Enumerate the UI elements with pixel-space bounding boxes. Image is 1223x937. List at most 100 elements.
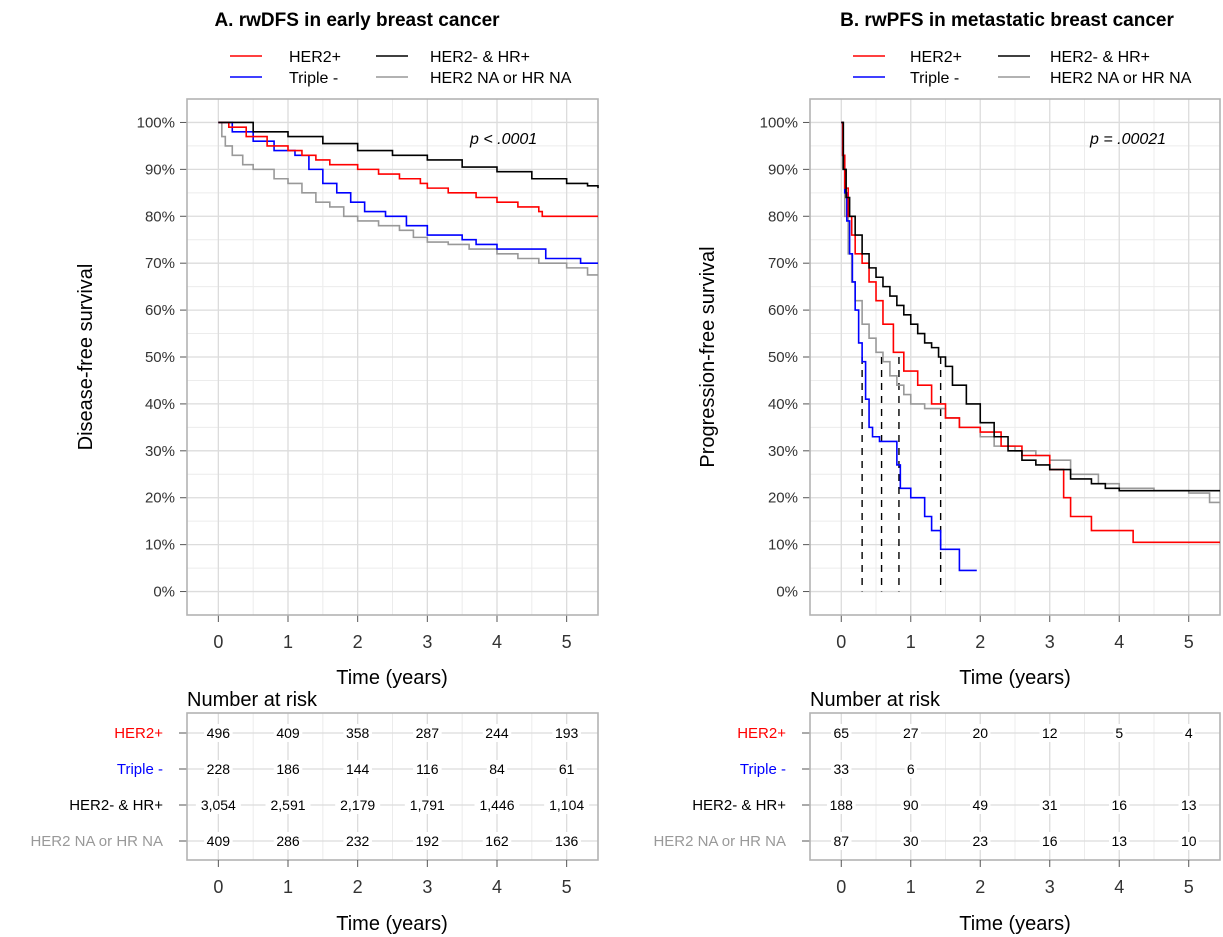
y-tick-label: 90%	[768, 161, 798, 178]
legend-label-triple: Triple -	[289, 70, 338, 87]
y-tick-label: 0%	[776, 584, 798, 601]
km-curve-3	[218, 121, 598, 276]
panel-a-legend: HER2+ Triple - HER2- & HR+ HER2 NA or HR…	[230, 49, 572, 87]
risk-value-bg	[552, 832, 581, 850]
risk-value-bg	[556, 760, 577, 778]
risk-value: 409	[276, 725, 300, 741]
risk-value-bg	[544, 796, 590, 814]
risk-row-label: HER2- & HR+	[692, 797, 786, 814]
km-curve-0	[841, 121, 1220, 544]
risk-value-bg	[970, 724, 991, 742]
risk-value: 87	[833, 833, 849, 849]
y-tick-label: 80%	[145, 208, 175, 225]
panel-a-risk-title: Number at risk	[187, 689, 318, 711]
risk-value: 49	[972, 797, 988, 813]
risk-value: 2,179	[340, 797, 375, 813]
risk-value-bg	[1113, 724, 1126, 742]
risk-row-label: HER2 NA or HR NA	[653, 833, 786, 850]
risk-value: 33	[833, 761, 849, 777]
km-curve-3	[841, 121, 1220, 504]
risk-value-bg	[831, 832, 852, 850]
risk-value-bg	[273, 724, 303, 742]
risk-value: 188	[830, 797, 854, 813]
risk-value-bg	[413, 832, 442, 850]
y-tick-label: 60%	[145, 302, 175, 319]
x-tick-label: 5	[562, 632, 572, 652]
y-tick-label: 30%	[768, 443, 798, 460]
risk-value-bg	[343, 760, 372, 778]
km-curve-1	[218, 121, 598, 264]
panel-b-legend: HER2+ Triple - HER2- & HR+ HER2 NA or HR…	[853, 49, 1192, 87]
legend-label-triple: Triple -	[910, 70, 959, 87]
risk-row-label: Triple -	[740, 761, 786, 778]
risk-value: 1,104	[549, 797, 584, 813]
panel-b-title: B. rwPFS in metastatic breast cancer	[840, 10, 1174, 31]
y-tick-label: 30%	[145, 443, 175, 460]
risk-row-label: HER2 NA or HR NA	[30, 833, 163, 850]
y-tick-label: 40%	[768, 396, 798, 413]
risk-value: 90	[903, 797, 919, 813]
risk-value-bg	[900, 832, 921, 850]
y-tick-label: 60%	[768, 302, 798, 319]
risk-value-bg	[335, 796, 381, 814]
risk-x-tick-label: 3	[1045, 877, 1055, 897]
risk-value: 136	[555, 833, 579, 849]
risk-value-bg	[343, 832, 372, 850]
panel-a: A. rwDFS in early breast cancer HER2+ Tr…	[30, 10, 599, 935]
risk-value: 244	[485, 725, 509, 741]
risk-row-label: HER2+	[737, 725, 786, 742]
risk-value-bg	[831, 760, 852, 778]
risk-value-bg	[826, 796, 856, 814]
risk-value-bg	[900, 796, 921, 814]
panel-a-x-axis-label: Time (years)	[336, 667, 447, 689]
risk-value: 5	[1115, 725, 1123, 741]
risk-value-bg	[265, 796, 311, 814]
y-tick-label: 50%	[768, 349, 798, 366]
risk-value: 1,791	[410, 797, 445, 813]
risk-value: 286	[276, 833, 300, 849]
risk-value-bg	[273, 760, 303, 778]
risk-value-bg	[1039, 832, 1060, 850]
y-tick-label: 50%	[145, 349, 175, 366]
risk-value: 30	[903, 833, 919, 849]
y-tick-label: 70%	[768, 255, 798, 272]
risk-value-bg	[343, 724, 372, 742]
risk-value-bg	[204, 724, 233, 742]
risk-value: 228	[207, 761, 231, 777]
panel-a-y-axis-label: Disease-free survival	[75, 264, 97, 451]
risk-value: 496	[207, 725, 231, 741]
risk-x-tick-label: 5	[562, 877, 572, 897]
risk-value-bg	[1182, 724, 1195, 742]
risk-value: 16	[1111, 797, 1127, 813]
risk-value-bg	[1178, 796, 1199, 814]
risk-frame	[186, 712, 599, 861]
x-tick-label: 3	[1045, 632, 1055, 652]
risk-x-tick-label: 2	[353, 877, 363, 897]
x-tick-label: 4	[1114, 632, 1124, 652]
risk-value-bg	[552, 724, 581, 742]
risk-x-tick-label: 0	[836, 877, 846, 897]
km-curve-2	[218, 121, 599, 189]
risk-value: 2,591	[270, 797, 305, 813]
risk-value-bg	[204, 832, 233, 850]
y-tick-label: 10%	[768, 537, 798, 554]
legend-label-her2pos: HER2+	[289, 49, 341, 66]
risk-value-bg	[486, 760, 508, 778]
panel-b-risk-x-axis-label: Time (years)	[959, 913, 1070, 935]
risk-value: 16	[1042, 833, 1058, 849]
risk-value-bg	[273, 832, 303, 850]
panel-b-plot: 0% 10% 20% 30% 40% 50% 60% 70% 80% 90% 100% 0 1 2 3 4 5	[760, 98, 1221, 652]
risk-value-bg	[904, 760, 917, 778]
y-tick-label: 0%	[153, 584, 175, 601]
legend-label-na: HER2 NA or HR NA	[1050, 70, 1192, 87]
risk-value-bg	[482, 832, 512, 850]
risk-row-label: HER2- & HR+	[69, 797, 163, 814]
panel-a-risk-x-axis-label: Time (years)	[336, 913, 447, 935]
x-tick-label: 2	[353, 632, 363, 652]
risk-value: 186	[276, 761, 300, 777]
risk-value-bg	[474, 796, 520, 814]
risk-x-tick-label: 4	[492, 877, 502, 897]
